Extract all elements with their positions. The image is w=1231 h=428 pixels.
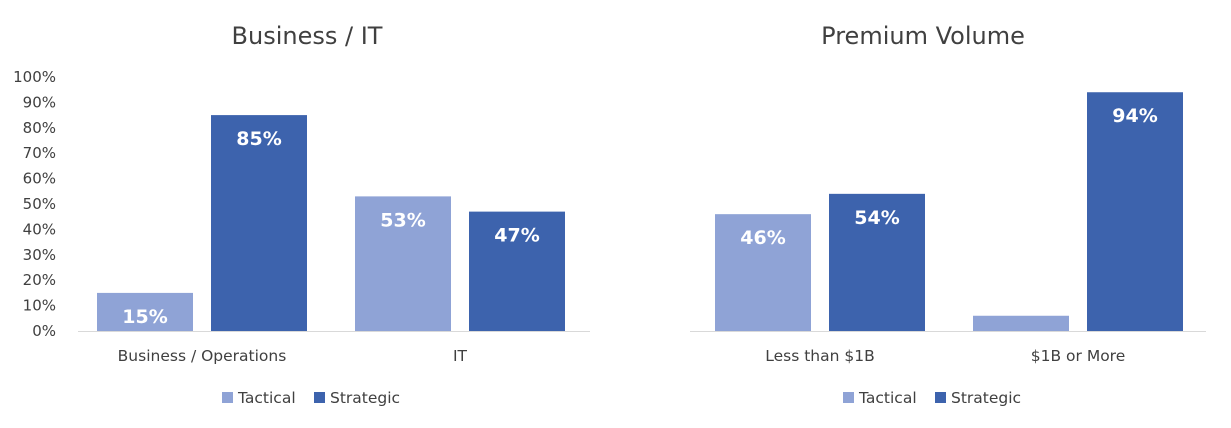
- bar-tactical-2: [355, 196, 451, 331]
- chart-business-it: Business / IT 0% 10% 20% 30% 40% 50% 60% 70% 80%…: [13, 22, 590, 407]
- category-label: IT: [453, 347, 468, 365]
- y-axis-ticks: 0% 10% 20% 30% 40% 50% 60% 70% 80% 90% 100%: [13, 68, 56, 340]
- data-label: 15%: [122, 306, 167, 328]
- legend-label-tactical: Tactical: [237, 389, 296, 407]
- chart-title-business-it: Business / IT: [232, 22, 383, 50]
- y-tick-label: 70%: [23, 144, 56, 162]
- y-tick-label: 80%: [23, 119, 56, 137]
- data-label: 53%: [380, 209, 425, 231]
- category-label: $1B or More: [1031, 347, 1126, 365]
- bar-tactical-1: [715, 214, 811, 331]
- legend: Tactical Strategic: [843, 389, 1021, 407]
- legend-swatch-tactical: [843, 392, 854, 403]
- legend: Tactical Strategic: [222, 389, 400, 407]
- chart-title-premium-volume: Premium Volume: [821, 22, 1025, 50]
- bar-strategic-1: [211, 115, 307, 331]
- bar-strategic-1: [829, 193, 925, 331]
- legend-label-strategic: Strategic: [951, 389, 1021, 407]
- bars: [97, 115, 565, 331]
- legend-swatch-strategic: [314, 392, 325, 403]
- y-tick-label: 60%: [23, 170, 56, 188]
- y-tick-label: 100%: [13, 68, 56, 86]
- data-label: 46%: [740, 227, 785, 249]
- data-label: 94%: [1112, 105, 1157, 127]
- y-tick-label: 90%: [23, 93, 56, 111]
- data-labels: 46% 54% 94%: [740, 105, 1157, 249]
- y-tick-label: 10%: [23, 297, 56, 315]
- legend-label-strategic: Strategic: [330, 389, 400, 407]
- chart-premium-volume: Premium Volume 46% 54% 94% Less than $1B $1…: [690, 22, 1206, 407]
- legend-label-tactical: Tactical: [858, 389, 917, 407]
- bar-strategic-2: [469, 211, 565, 331]
- y-tick-label: 20%: [23, 271, 56, 289]
- y-tick-label: 30%: [23, 246, 56, 264]
- data-label: 47%: [494, 225, 539, 247]
- category-labels: Less than $1B $1B or More: [765, 347, 1125, 365]
- data-labels: 15% 85% 53% 47%: [122, 128, 539, 328]
- bars: [715, 92, 1183, 332]
- legend-swatch-tactical: [222, 392, 233, 403]
- legend-swatch-strategic: [935, 392, 946, 403]
- y-tick-label: 40%: [23, 220, 56, 238]
- y-tick-label: 50%: [23, 195, 56, 213]
- bar-strategic-2: [1087, 92, 1183, 332]
- data-label: 85%: [236, 128, 281, 150]
- category-label: Less than $1B: [765, 347, 874, 365]
- data-label: 54%: [854, 207, 899, 229]
- y-tick-label: 0%: [32, 322, 56, 340]
- bar-tactical-1: [97, 292, 193, 331]
- category-label: Business / Operations: [118, 347, 287, 365]
- bar-tactical-2: [973, 315, 1069, 331]
- category-labels: Business / Operations IT: [118, 347, 468, 365]
